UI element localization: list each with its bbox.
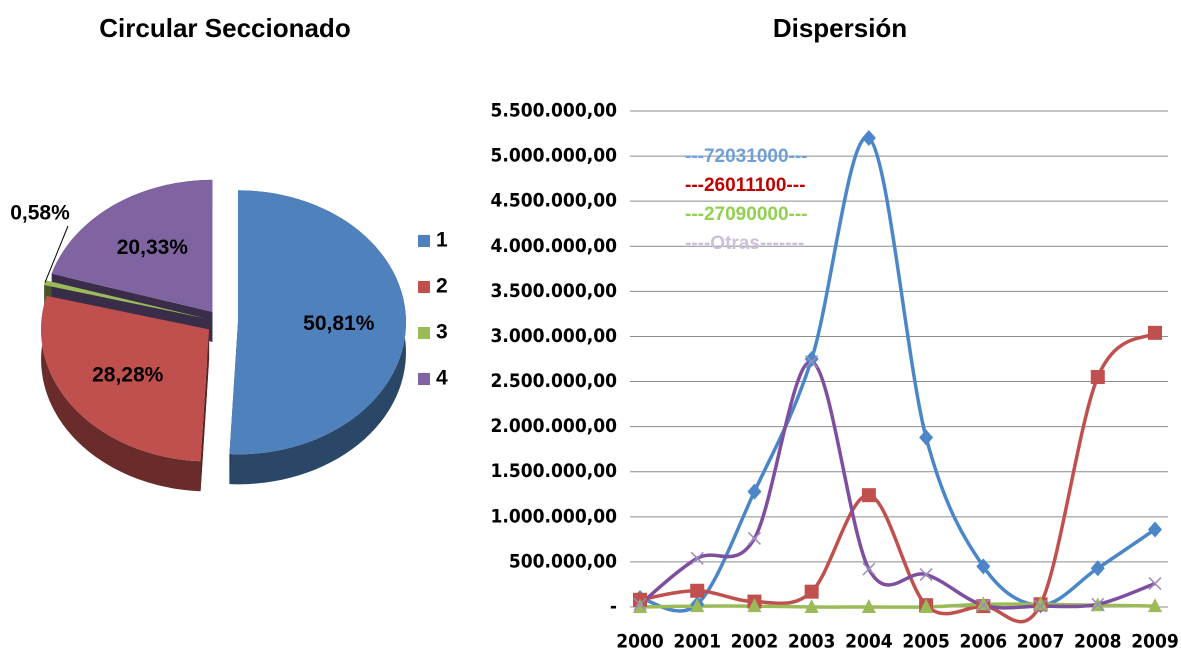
- slice: [51, 179, 213, 312]
- marker: [861, 488, 876, 503]
- marker: [862, 562, 876, 576]
- marker: [747, 531, 761, 545]
- legend-swatch: [418, 281, 430, 293]
- slice-side: [41, 295, 210, 492]
- marker: [805, 355, 819, 369]
- series-line: [639, 331, 1157, 624]
- x-tick-label: 2002: [731, 631, 779, 653]
- legend-swatch: [418, 235, 430, 247]
- marker: [690, 583, 705, 598]
- data-label: 50,81%: [303, 312, 375, 335]
- legend-label: ---27090000---: [685, 204, 808, 225]
- legend-label: 3: [436, 321, 448, 344]
- x-tick-label: 2007: [1017, 631, 1065, 653]
- marker: [976, 598, 990, 612]
- slice: [229, 190, 406, 455]
- marker: [1090, 370, 1105, 385]
- marker: [1148, 598, 1162, 613]
- marker: [1091, 597, 1105, 611]
- marker: [1148, 577, 1162, 591]
- marker: [747, 483, 762, 500]
- marker: [919, 429, 934, 446]
- x-tick-label: 2004: [845, 631, 893, 653]
- slice-edge: [200, 329, 210, 492]
- legend-swatch: [418, 373, 430, 385]
- y-tick-label: 2.500.000,00: [490, 370, 617, 392]
- x-tick-label: 2001: [673, 631, 721, 653]
- data-label: 0,58%: [10, 202, 70, 225]
- y-tick-label: 500.000,00: [509, 550, 617, 572]
- marker: [1033, 596, 1048, 611]
- marker: [1034, 599, 1048, 613]
- legend-label: 4: [436, 367, 448, 390]
- legend-swatch: [418, 327, 430, 339]
- y-tick-label: 3.000.000,00: [490, 325, 617, 347]
- marker: [690, 551, 704, 565]
- legend-label: ----Otras-------: [685, 233, 804, 254]
- line-title: Dispersión: [773, 13, 907, 43]
- series-line: [639, 602, 1156, 609]
- marker: [861, 599, 876, 613]
- x-tick-label: 2009: [1131, 631, 1179, 653]
- marker: [804, 584, 819, 599]
- marker: [804, 351, 819, 367]
- marker: [633, 599, 647, 613]
- marker: [1148, 325, 1162, 340]
- y-tick-label: -: [610, 596, 617, 618]
- legend-label: 2: [436, 275, 448, 298]
- legend-label: ---26011100---: [685, 175, 805, 196]
- marker: [919, 599, 934, 613]
- y-tick-label: 1.000.000,00: [490, 505, 617, 527]
- marker: [804, 599, 819, 613]
- y-tick-label: 5.000.000,00: [490, 145, 617, 167]
- slice: [44, 280, 207, 319]
- x-tick-label: 2005: [902, 631, 950, 653]
- marker: [633, 597, 647, 611]
- legend-label: 1: [436, 229, 448, 252]
- x-tick-label: 2008: [1074, 631, 1122, 653]
- x-tick-label: 2006: [960, 631, 1008, 653]
- marker: [1090, 560, 1105, 577]
- marker: [919, 568, 933, 582]
- leader-line: [44, 225, 69, 283]
- y-tick-label: 3.500.000,00: [490, 280, 617, 302]
- marker: [747, 598, 762, 613]
- x-tick-label: 2003: [788, 631, 836, 653]
- marker: [690, 598, 705, 613]
- slice: [41, 295, 210, 462]
- marker: [861, 130, 876, 147]
- x-tick-label: 2000: [616, 631, 664, 653]
- y-tick-label: 4.000.000,00: [490, 235, 617, 257]
- data-label: 28,28%: [92, 364, 164, 387]
- pie-title: Circular Seccionado: [99, 13, 350, 43]
- y-tick-label: 1.500.000,00: [490, 460, 617, 482]
- marker: [976, 558, 991, 575]
- y-tick-label: 4.500.000,00: [490, 190, 617, 212]
- y-tick-label: 5.500.000,00: [490, 100, 617, 122]
- y-tick-label: 2.000.000,00: [490, 415, 617, 437]
- marker: [1148, 521, 1162, 538]
- data-label: 20,33%: [117, 236, 189, 259]
- marker: [976, 596, 991, 611]
- legend-label: ---72031000---: [685, 146, 808, 167]
